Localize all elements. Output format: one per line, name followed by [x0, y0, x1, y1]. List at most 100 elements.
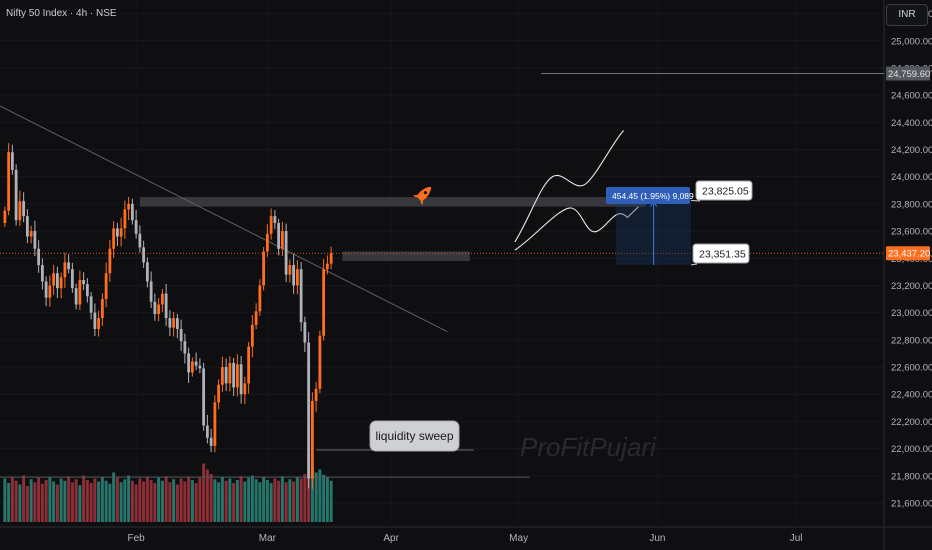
candle-body [108, 248, 112, 274]
candle-body [175, 318, 179, 329]
candle-body [217, 384, 221, 403]
candle-body [78, 280, 82, 305]
volume-bar [310, 466, 314, 522]
volume-bar [100, 477, 104, 522]
price-tag-text: 23,437.20 [888, 249, 930, 260]
volume-bar [194, 483, 198, 522]
volume-bar [67, 476, 71, 522]
candle-body [33, 231, 37, 249]
candle-body [44, 281, 48, 298]
candle-body [10, 152, 14, 170]
currency-button[interactable]: INR [886, 4, 928, 26]
y-tick-label: 24,400.00 [891, 118, 932, 129]
volume-bar [93, 478, 97, 522]
candle-body [288, 265, 292, 275]
volume-bar [52, 481, 56, 522]
candle-body [145, 262, 149, 282]
candle-body [93, 312, 97, 329]
candle-body [235, 364, 239, 388]
volume-bar [273, 478, 277, 522]
volume-bar [187, 477, 191, 522]
candle-body [74, 288, 78, 305]
candle-body [213, 402, 217, 446]
volume-bar [217, 482, 221, 522]
volume-bar [205, 469, 209, 522]
candle-body [265, 233, 269, 252]
candle-body [63, 262, 67, 278]
candle-body [119, 228, 123, 237]
candle-body [70, 269, 74, 289]
candle-body [280, 231, 284, 249]
volume-bar [318, 469, 322, 522]
price-tag [886, 246, 930, 261]
candle-body [329, 253, 333, 264]
trend-line [0, 105, 448, 333]
y-tick-label: 22,600.00 [891, 363, 932, 374]
price-callout-text: 23,825.05 [702, 186, 749, 198]
candle-body [97, 318, 101, 329]
candle-body [303, 322, 307, 343]
liquidity-sweep-text: liquidity sweep [375, 429, 453, 443]
candle-body [100, 299, 104, 319]
candle-body [325, 263, 329, 270]
candle-body [115, 228, 119, 237]
candle-body [123, 209, 127, 229]
volume-bar [130, 480, 134, 522]
volume-bar [250, 475, 254, 522]
y-tick-label: 25,000.00 [891, 36, 932, 47]
volume-bar [179, 478, 183, 522]
candle-body [269, 216, 273, 234]
rocket-body [416, 186, 432, 202]
candle-body [18, 201, 22, 221]
volume-bar [115, 477, 119, 522]
volume-bar [22, 475, 26, 522]
volume-bar [119, 482, 123, 522]
candle-body [153, 301, 157, 315]
supply-zone [342, 251, 470, 261]
projected-path-alt [514, 206, 640, 251]
candle-body [104, 273, 108, 300]
candle-body [157, 304, 161, 315]
volume-bar [265, 480, 269, 522]
volume-bar [160, 480, 164, 522]
volume-bar [33, 482, 37, 522]
volume-bar [314, 472, 318, 522]
y-tick-label: 24,600.00 [891, 91, 932, 102]
volume-bar [292, 481, 296, 522]
volume-bar [7, 483, 11, 522]
y-tick-label: 24,000.00 [891, 172, 932, 183]
volume-bar [269, 483, 273, 522]
volume-bar [145, 477, 149, 522]
x-tick-label: Jul [790, 533, 803, 544]
candle-body [179, 328, 183, 342]
volume-bar [59, 478, 63, 522]
price-tag-text: 24,759.60 [888, 69, 930, 80]
volume-bar [82, 475, 86, 522]
candle-body [134, 220, 138, 234]
volume-bar [295, 477, 299, 522]
candle-body [262, 251, 266, 286]
candle-body [314, 388, 318, 402]
volume-bar [299, 478, 303, 522]
volume-bar [18, 484, 22, 522]
candle-body [59, 277, 63, 289]
volume-bar [288, 479, 292, 522]
volume-bar [149, 480, 153, 522]
callout-connector [691, 263, 698, 266]
candle-body [258, 285, 262, 312]
rocket-fin [412, 194, 424, 206]
candle-body [292, 265, 296, 286]
volume-bar [183, 481, 187, 522]
candle-body [254, 311, 258, 325]
y-tick-label: 23,600.00 [891, 227, 932, 238]
volume-bar [232, 483, 236, 522]
volume-bar [78, 485, 82, 522]
volume-bar [303, 474, 307, 522]
volume-bar [55, 484, 59, 522]
price-tag [886, 66, 930, 81]
candle-body [149, 281, 153, 302]
candle-body [85, 284, 89, 297]
volume-bar [112, 472, 116, 522]
candle-body [55, 273, 59, 289]
